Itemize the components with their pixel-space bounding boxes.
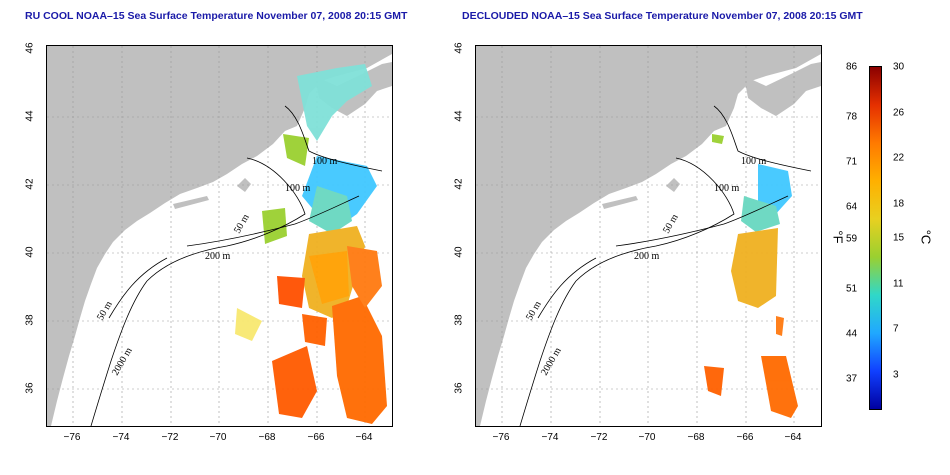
land-mass bbox=[47, 46, 392, 426]
right-sst-map: 100 m 100 m 50 m 200 m 50 m 2000 m bbox=[475, 45, 822, 427]
svg-text:50 m: 50 m bbox=[232, 212, 252, 235]
left-map-title: RU COOL NOAA–15 Sea Surface Temperature … bbox=[25, 10, 408, 22]
x-tick: −66 bbox=[307, 432, 325, 443]
svg-text:200 m: 200 m bbox=[634, 251, 660, 262]
long-island bbox=[173, 196, 209, 209]
nova-scotia bbox=[744, 62, 821, 116]
svg-text:200 m: 200 m bbox=[205, 251, 231, 262]
svg-text:50 m: 50 m bbox=[524, 299, 544, 322]
x-tick: −72 bbox=[161, 432, 179, 443]
fahrenheit-tick: 51 bbox=[846, 283, 858, 295]
celsius-tick: 15 bbox=[893, 232, 905, 244]
y-tick: 42 bbox=[453, 178, 465, 190]
y-tick: 42 bbox=[24, 178, 36, 190]
svg-text:100 m: 100 m bbox=[714, 183, 740, 194]
y-tick: 44 bbox=[453, 110, 465, 122]
sst-patches bbox=[235, 64, 387, 424]
y-tick: 46 bbox=[24, 42, 36, 54]
x-tick: −64 bbox=[784, 432, 802, 443]
y-tick: 38 bbox=[453, 314, 465, 326]
svg-text:100 m: 100 m bbox=[312, 156, 338, 167]
x-tick: −70 bbox=[638, 432, 656, 443]
long-island bbox=[602, 196, 638, 209]
celsius-tick: 26 bbox=[893, 107, 905, 119]
left-sst-map: 100 m 100 m 50 m 200 m 50 m 2000 m bbox=[46, 45, 393, 427]
x-tick: −66 bbox=[736, 432, 754, 443]
y-tick: 44 bbox=[24, 110, 36, 122]
fahrenheit-tick: 64 bbox=[846, 201, 858, 213]
x-tick: −68 bbox=[687, 432, 705, 443]
right-map-canvas: 100 m 100 m 50 m 200 m 50 m 2000 m bbox=[476, 46, 821, 426]
celsius-unit-label: °C bbox=[918, 229, 934, 245]
fahrenheit-unit-label: °F bbox=[830, 230, 846, 244]
x-tick: −70 bbox=[209, 432, 227, 443]
fahrenheit-tick: 86 bbox=[846, 61, 858, 73]
svg-text:100 m: 100 m bbox=[285, 183, 311, 194]
y-tick: 40 bbox=[24, 246, 36, 258]
temperature-colorbar bbox=[869, 66, 882, 410]
celsius-tick: 22 bbox=[893, 152, 905, 164]
left-map-canvas: 100 m 100 m 50 m 200 m 50 m 2000 m bbox=[47, 46, 392, 426]
bathymetry-contours bbox=[519, 105, 812, 426]
y-tick: 36 bbox=[453, 382, 465, 394]
svg-text:2000 m: 2000 m bbox=[539, 346, 564, 378]
svg-text:2000 m: 2000 m bbox=[110, 346, 135, 378]
y-tick: 46 bbox=[453, 42, 465, 54]
x-tick: −68 bbox=[258, 432, 276, 443]
celsius-tick: 3 bbox=[893, 369, 899, 381]
bathymetry-contours bbox=[90, 105, 383, 426]
y-tick: 36 bbox=[24, 382, 36, 394]
svg-text:100 m: 100 m bbox=[741, 156, 767, 167]
x-tick: −64 bbox=[355, 432, 373, 443]
fahrenheit-tick: 44 bbox=[846, 328, 858, 340]
svg-text:50 m: 50 m bbox=[661, 212, 681, 235]
land-mass bbox=[476, 46, 821, 426]
svg-text:50 m: 50 m bbox=[95, 299, 115, 322]
x-tick: −72 bbox=[590, 432, 608, 443]
x-tick: −76 bbox=[492, 432, 510, 443]
celsius-tick: 18 bbox=[893, 198, 905, 210]
celsius-tick: 30 bbox=[893, 61, 905, 73]
fahrenheit-tick: 37 bbox=[846, 373, 858, 385]
celsius-tick: 11 bbox=[893, 278, 904, 290]
celsius-tick: 7 bbox=[893, 323, 899, 335]
x-tick: −76 bbox=[63, 432, 81, 443]
fahrenheit-tick: 71 bbox=[846, 156, 858, 168]
y-tick: 38 bbox=[24, 314, 36, 326]
x-tick: −74 bbox=[112, 432, 130, 443]
sst-patches bbox=[704, 134, 798, 418]
y-tick: 40 bbox=[453, 246, 465, 258]
right-map-title: DECLOUDED NOAA–15 Sea Surface Temperatur… bbox=[462, 10, 863, 22]
fahrenheit-tick: 59 bbox=[846, 233, 858, 245]
x-tick: −74 bbox=[541, 432, 559, 443]
fahrenheit-tick: 78 bbox=[846, 111, 858, 123]
